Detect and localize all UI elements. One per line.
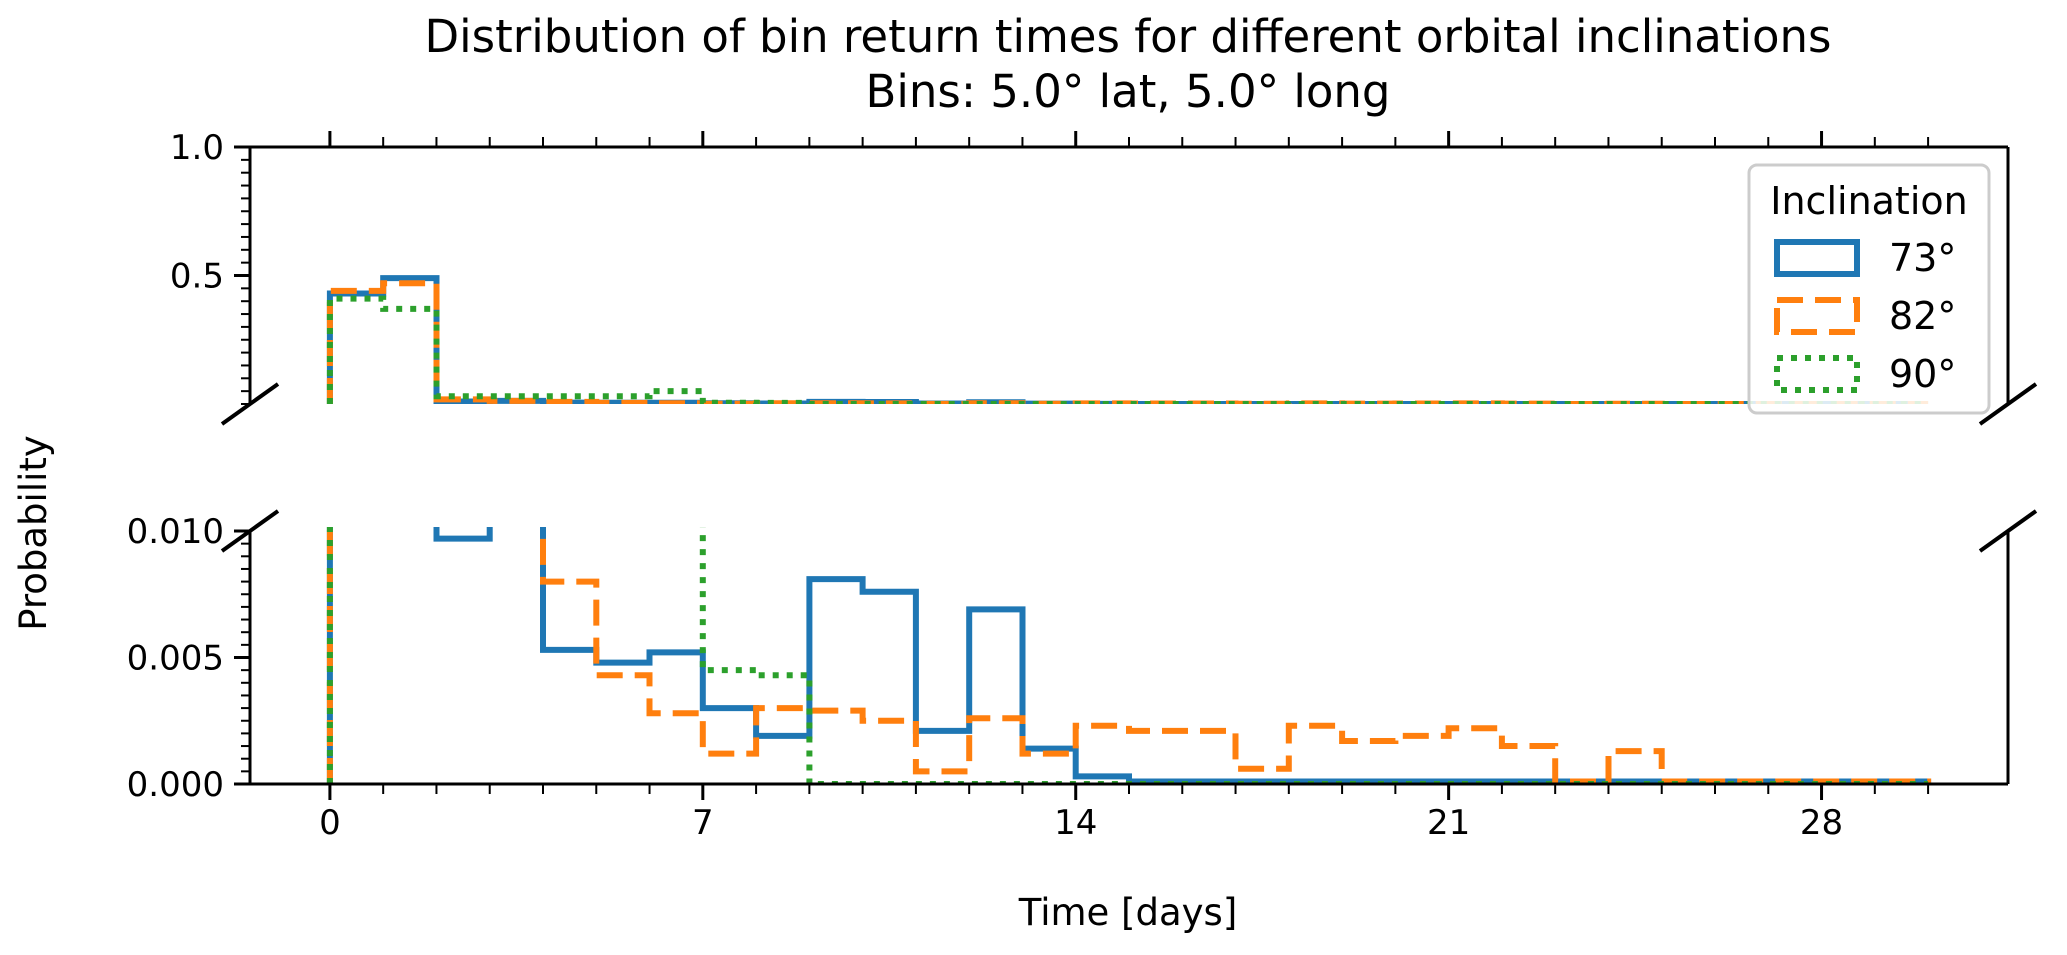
legend-title: Inclination bbox=[1770, 179, 1967, 223]
top-panel: 0.5 1.0 bbox=[170, 128, 2038, 426]
x-tick-label: 0 bbox=[319, 803, 341, 843]
series-line bbox=[326, 295, 1929, 404]
chart-title: Distribution of bin return times for dif… bbox=[425, 10, 1832, 63]
legend-swatch bbox=[1774, 239, 1860, 277]
y-tick-label: 0.000 bbox=[127, 765, 224, 805]
x-tick-label: 21 bbox=[1427, 803, 1470, 843]
legend-swatch bbox=[1774, 297, 1860, 335]
bottom-panel: 0.000 0.005 0.010 0 7 14 21 28 bbox=[127, 509, 2038, 843]
x-tick-label: 14 bbox=[1054, 803, 1097, 843]
y-tick-label: 0.5 bbox=[170, 257, 224, 297]
axis-break-mark bbox=[220, 509, 280, 553]
legend-label: 82° bbox=[1889, 294, 1956, 338]
series-line bbox=[326, 280, 1929, 404]
legend-frame bbox=[1747, 163, 1991, 415]
legend-label: 73° bbox=[1889, 236, 1956, 280]
legend: Inclination 73° 82° 90° bbox=[1747, 163, 1991, 415]
bottom-series-group bbox=[326, 527, 1932, 784]
y-axis-label: Probability bbox=[12, 435, 55, 631]
x-axis-label: Time [days] bbox=[1018, 891, 1238, 934]
series-line bbox=[326, 275, 1929, 404]
y-tick-label: 0.010 bbox=[127, 512, 224, 552]
y-tick-label: 1.0 bbox=[170, 128, 224, 168]
x-tick-label: 28 bbox=[1800, 803, 1843, 843]
axis-break-mark bbox=[1978, 509, 2038, 553]
top-series-group bbox=[326, 275, 1929, 404]
axis-break-mark bbox=[220, 382, 280, 426]
x-tick-label: 7 bbox=[692, 803, 714, 843]
chart-subtitle: Bins: 5.0° lat, 5.0° long bbox=[866, 65, 1391, 118]
y-tick-label: 0.005 bbox=[127, 639, 224, 679]
axis-break-mark bbox=[1978, 382, 2038, 426]
plot-layer: 0.5 1.0 0.000 0.005 0.010 0 7 14 21 28 bbox=[127, 128, 2038, 843]
legend-label: 90° bbox=[1889, 352, 1956, 396]
